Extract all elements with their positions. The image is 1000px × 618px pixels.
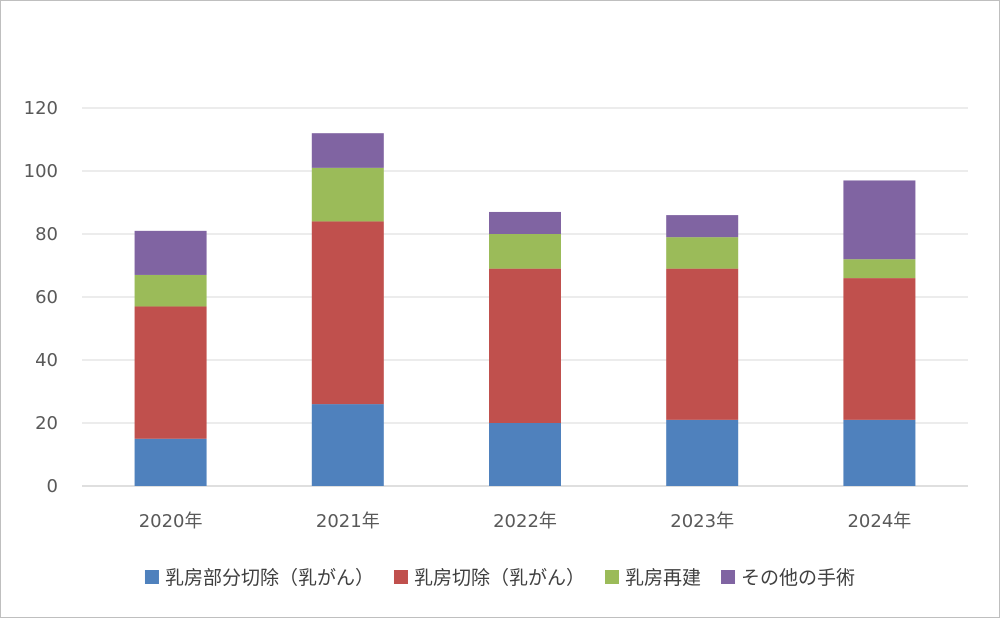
legend-label: 乳房部分切除（乳がん） xyxy=(165,567,374,589)
bar-segment xyxy=(311,167,384,222)
bar-segment xyxy=(489,268,561,423)
x-tick-label: 2023年 xyxy=(670,511,734,532)
bar-segment xyxy=(666,237,739,269)
bars xyxy=(134,133,916,486)
bar-segment xyxy=(843,259,916,279)
x-tick-label: 2022年 xyxy=(493,511,557,532)
bar-segment xyxy=(666,419,739,486)
y-tick-label: 80 xyxy=(35,224,58,245)
y-tick-label: 40 xyxy=(35,350,58,371)
bar-segment xyxy=(489,211,561,234)
legend-item: 乳房切除（乳がん） xyxy=(393,567,585,589)
bar-segment xyxy=(134,274,207,307)
bar-segment xyxy=(134,438,207,486)
bar-segment xyxy=(134,306,207,439)
bar-segment xyxy=(666,268,739,420)
bar-segment xyxy=(489,423,561,486)
y-tick-label: 100 xyxy=(24,161,58,182)
bar-segment xyxy=(311,404,384,486)
legend-swatch xyxy=(605,570,619,584)
legend-item: 乳房部分切除（乳がん） xyxy=(144,567,374,589)
legend-label: 乳房切除（乳がん） xyxy=(414,567,585,589)
legend-item: 乳房再建 xyxy=(605,567,701,589)
legend-swatch xyxy=(144,570,159,584)
legend-label: 乳房再建 xyxy=(625,567,701,589)
legend: 乳房部分切除（乳がん） 乳房切除（乳がん） 乳房再建 その他の手術 xyxy=(144,567,855,589)
bar-segment xyxy=(666,215,739,238)
legend-swatch xyxy=(393,570,408,584)
bar-segment xyxy=(843,419,916,486)
y-axis-ticks: 0 20 40 60 80 100 120 xyxy=(24,98,58,497)
y-tick-label: 0 xyxy=(47,476,58,497)
bar-segment xyxy=(843,278,916,420)
legend-item: その他の手術 xyxy=(721,567,855,589)
bar-segment xyxy=(134,230,207,275)
legend-swatch xyxy=(721,570,736,584)
y-tick-label: 120 xyxy=(24,98,58,119)
legend-label: その他の手術 xyxy=(741,567,855,589)
x-axis-ticks: 2020年 2021年 2022年 2023年 2024年 xyxy=(139,511,912,532)
y-tick-label: 20 xyxy=(35,413,58,434)
y-tick-label: 60 xyxy=(35,287,58,308)
bar-segment xyxy=(489,234,561,269)
bar-segment xyxy=(311,221,384,405)
x-tick-label: 2024年 xyxy=(847,511,911,532)
bar-segment xyxy=(311,133,384,168)
x-tick-label: 2020年 xyxy=(139,511,203,532)
x-tick-label: 2021年 xyxy=(316,511,380,532)
bar-segment xyxy=(843,180,916,260)
